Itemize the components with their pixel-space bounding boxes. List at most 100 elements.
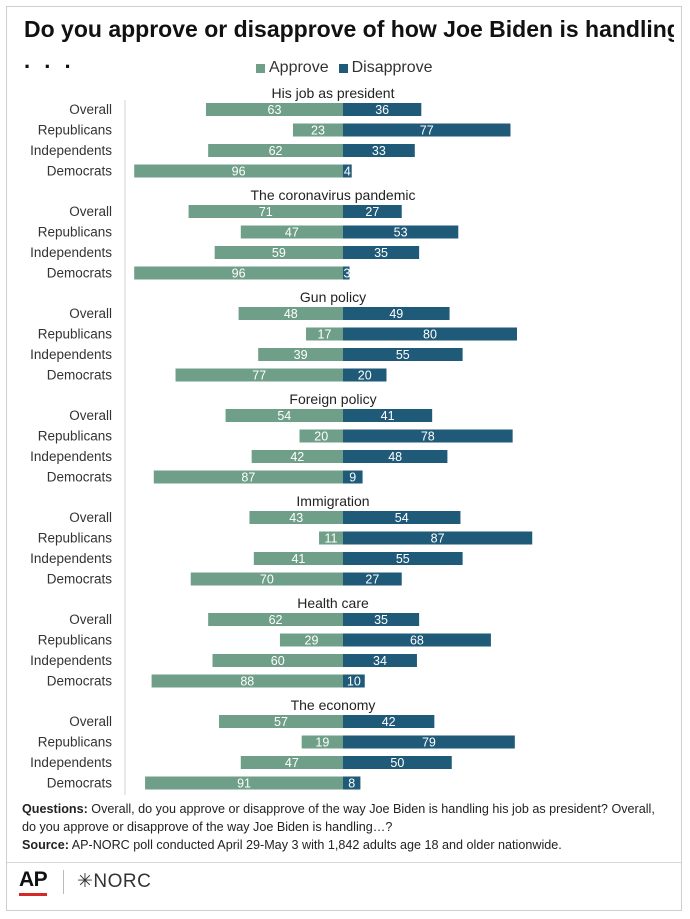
disapprove-value-label: 20 [358, 369, 372, 383]
row-label: Democrats [47, 368, 113, 383]
disapprove-bar [343, 470, 363, 484]
disapprove-bar [343, 735, 515, 749]
row-label: Overall [69, 714, 112, 729]
legend: Approve Disapprove [256, 58, 443, 78]
approve-value-label: 20 [314, 430, 328, 444]
row-label: Democrats [47, 470, 113, 485]
approve-bar [253, 552, 343, 565]
approve-value-label: 48 [284, 307, 298, 321]
disapprove-value-label: 8 [348, 777, 355, 791]
disapprove-bar [343, 123, 511, 137]
disapprove-value-label: 53 [394, 226, 408, 240]
row-label: Republicans [38, 633, 113, 648]
row-label: Republicans [38, 429, 113, 444]
disapprove-bar [343, 776, 361, 790]
row-label: Republicans [38, 225, 113, 240]
disapprove-value-label: 55 [396, 348, 410, 362]
approve-value-label: 77 [252, 369, 266, 383]
disapprove-value-label: 55 [396, 552, 410, 566]
disapprove-value-label: 79 [422, 736, 436, 750]
approve-value-label: 47 [285, 756, 299, 770]
disapprove-value-label: 77 [420, 124, 434, 138]
questions-text: Overall, do you approve or disapprove of… [22, 802, 655, 834]
legend-label-approve: Approve [269, 59, 329, 76]
approve-bar [238, 307, 343, 320]
disapprove-value-label: 27 [365, 205, 379, 219]
disapprove-bar [343, 715, 435, 728]
disapprove-bar [343, 266, 350, 280]
approve-value-label: 43 [289, 511, 303, 525]
approve-bar [319, 531, 343, 545]
disapprove-bar [343, 144, 415, 157]
row-label: Democrats [47, 266, 113, 281]
disapprove-bar [343, 348, 463, 361]
approve-value-label: 91 [237, 777, 251, 791]
disapprove-bar [343, 409, 433, 422]
row-label: Democrats [47, 674, 113, 689]
approve-value-label: 96 [232, 165, 246, 179]
disapprove-bar [343, 246, 420, 259]
approve-bar [240, 225, 343, 239]
approve-value-label: 42 [290, 450, 304, 464]
approve-value-label: 59 [272, 246, 286, 260]
row-label: Independents [30, 449, 112, 464]
approve-value-label: 41 [291, 552, 305, 566]
disapprove-bar [343, 368, 387, 382]
norc-logo: ✳NORC [77, 871, 152, 892]
disapprove-value-label: 48 [388, 450, 402, 464]
chart-plot: His job as president Overall 63 36 Republica… [30, 85, 533, 795]
approve-value-label: 23 [311, 124, 325, 138]
approve-bar [240, 756, 343, 769]
approve-bar [251, 450, 343, 463]
chart-notes: Questions: Overall, do you approve or di… [22, 800, 672, 854]
approve-bar [225, 409, 343, 422]
approve-bar [219, 715, 343, 728]
approve-value-label: 70 [260, 573, 274, 587]
approve-bar [145, 776, 343, 790]
source-note: Source: AP-NORC poll conducted April 29-… [22, 836, 672, 854]
row-label: Overall [69, 306, 112, 321]
disapprove-value-label: 10 [347, 675, 361, 689]
approve-bar [190, 572, 343, 586]
row-label: Republicans [38, 123, 113, 138]
approve-value-label: 29 [305, 634, 319, 648]
row-label: Independents [30, 755, 112, 770]
approve-value-label: 47 [285, 226, 299, 240]
disapprove-value-label: 87 [431, 532, 445, 546]
approve-bar [306, 327, 343, 341]
row-label: Independents [30, 653, 112, 668]
disapprove-bar [343, 633, 491, 647]
disapprove-value-label: 34 [373, 654, 387, 668]
group-title: Gun policy [300, 289, 366, 305]
approve-bar [151, 674, 343, 688]
approve-bar [188, 205, 343, 218]
disapprove-bar [343, 327, 517, 341]
row-label: Democrats [47, 572, 113, 587]
disapprove-bar [343, 429, 513, 443]
group-title: Health care [297, 595, 369, 611]
group-title: The economy [291, 697, 376, 713]
source-label: Source: [22, 838, 69, 852]
legend-label-disapprove: Disapprove [351, 59, 433, 76]
approve-value-label: 11 [325, 532, 338, 546]
approve-value-label: 54 [277, 409, 291, 423]
row-label: Republicans [38, 531, 113, 546]
disapprove-value-label: 9 [349, 471, 356, 485]
disapprove-bar [343, 205, 402, 218]
group-title: Foreign policy [289, 391, 376, 407]
approve-bar [153, 470, 343, 484]
disapprove-bar [343, 552, 463, 565]
disapprove-value-label: 3 [344, 267, 351, 281]
disapprove-bar [343, 756, 452, 769]
approve-value-label: 63 [268, 103, 282, 117]
approve-value-label: 88 [240, 675, 254, 689]
disapprove-value-label: 4 [344, 165, 351, 179]
approve-bar [208, 613, 343, 626]
approve-value-label: 19 [315, 736, 329, 750]
disapprove-bar [343, 103, 422, 116]
row-label: Overall [69, 408, 112, 423]
ap-logo: AP [19, 868, 48, 891]
row-label: Independents [30, 245, 112, 260]
approve-bar [279, 633, 343, 647]
approve-bar [299, 429, 343, 443]
